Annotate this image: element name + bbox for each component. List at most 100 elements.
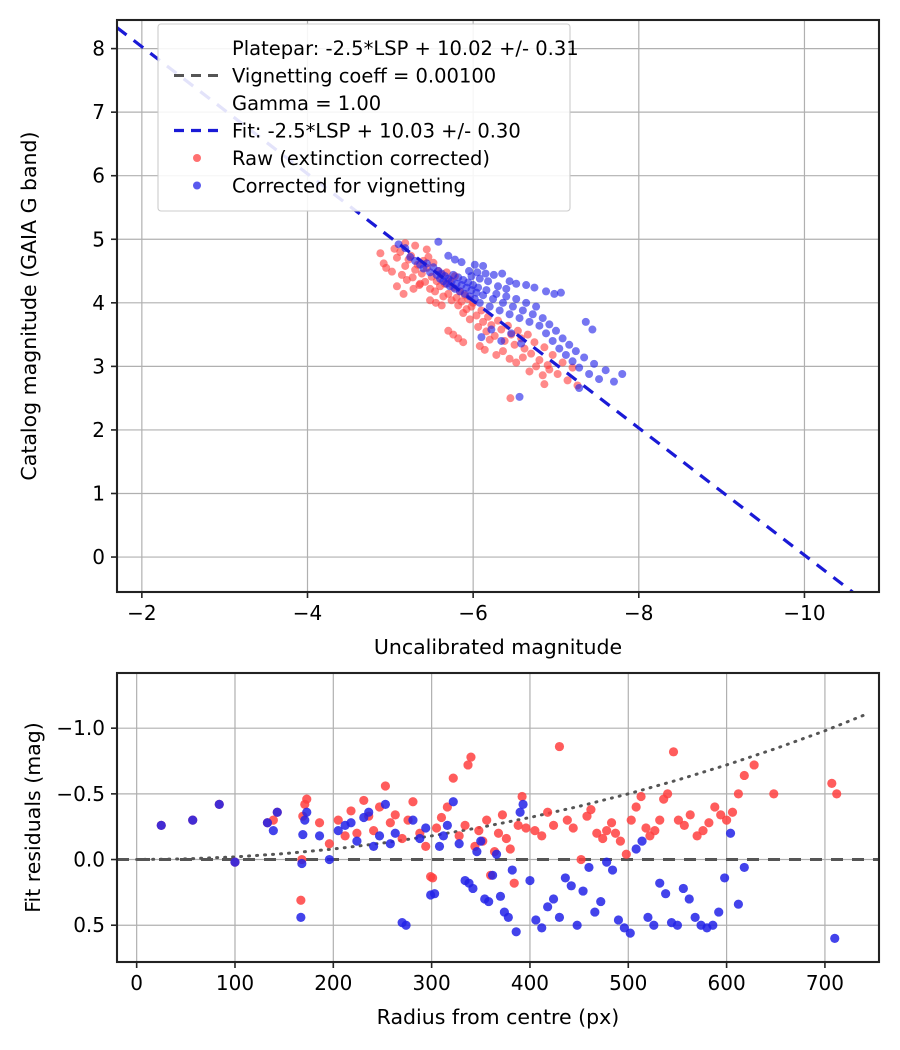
data-point (525, 367, 534, 376)
y-tick-label: 3 (92, 354, 105, 378)
data-point (470, 260, 479, 269)
data-point (668, 747, 679, 757)
data-point (489, 270, 498, 279)
data-point (733, 789, 744, 799)
data-point (482, 286, 491, 295)
data-point (553, 370, 562, 378)
data-point (324, 839, 334, 849)
data-point (428, 873, 438, 883)
data-point (369, 841, 379, 852)
data-point (359, 795, 369, 806)
data-point (556, 288, 565, 297)
data-point (725, 828, 736, 838)
data-point (590, 907, 600, 917)
data-point (498, 269, 507, 278)
data-point (296, 895, 306, 905)
data-point (476, 836, 486, 846)
data-point (563, 376, 572, 385)
data-point (714, 907, 724, 917)
legend: Platepar: -2.5*LSP + 10.02 +/- 0.31 Vigne… (157, 23, 579, 212)
data-point (477, 306, 486, 315)
data-point (525, 875, 535, 886)
data-point (390, 810, 400, 820)
data-point (530, 826, 540, 836)
data-point (618, 370, 627, 378)
data-point (442, 820, 452, 830)
data-point (625, 928, 635, 938)
data-point (684, 894, 694, 904)
data-point (733, 899, 744, 909)
data-point (436, 812, 447, 823)
data-point (484, 896, 494, 907)
data-point (298, 829, 308, 840)
data-point (502, 284, 511, 293)
data-point (609, 377, 618, 386)
data-point (522, 281, 531, 290)
data-point (448, 797, 458, 807)
data-point (479, 261, 488, 270)
data-point (518, 799, 528, 809)
data-point (560, 873, 570, 883)
x-axis-title: Radius from centre (px) (377, 1005, 620, 1029)
data-point (598, 833, 608, 844)
data-point (397, 833, 407, 844)
data-point (578, 886, 588, 896)
x-tick-label: 200 (314, 971, 352, 995)
data-point (481, 269, 490, 278)
x-tick-label: 500 (609, 971, 647, 995)
data-point (262, 818, 273, 828)
data-point (442, 802, 452, 812)
legend-background (157, 23, 571, 212)
data-point (487, 325, 496, 334)
data-point (487, 870, 498, 880)
axes-fit-residuals: 0 100 200 300 400 500 600 700 0.5 0.0 −0.5 −1.0 Radi… (21, 671, 881, 1029)
data-point (537, 923, 547, 933)
data-point (727, 807, 738, 817)
data-point (554, 912, 565, 922)
data-point (588, 325, 597, 334)
data-point (679, 820, 689, 830)
data-point (502, 292, 511, 301)
data-point (431, 287, 440, 296)
data-point (324, 854, 334, 865)
data-point (606, 818, 617, 828)
data-point (566, 881, 576, 891)
data-point (352, 836, 362, 846)
data-point (595, 375, 604, 384)
data-point (532, 362, 541, 371)
y-tick-label: 8 (92, 37, 105, 61)
data-point (568, 363, 577, 372)
data-point (346, 806, 356, 816)
y-tick-label: 2 (92, 418, 105, 442)
data-point (610, 828, 621, 838)
data-point (479, 317, 488, 326)
y-tick-label: 7 (92, 100, 105, 124)
data-point (497, 325, 506, 334)
x-axis-title: Uncalibrated magnitude (374, 635, 622, 659)
data-point (655, 878, 665, 888)
x-tick-label: −4 (293, 601, 322, 625)
data-point (568, 357, 577, 366)
data-point (538, 371, 547, 380)
data-point (188, 815, 198, 825)
y-tick-label: 0.0 (73, 848, 105, 872)
data-point (513, 820, 523, 830)
data-point (530, 338, 539, 347)
data-point (507, 865, 517, 875)
data-point (302, 794, 312, 804)
data-point (571, 347, 580, 356)
data-point (505, 354, 514, 363)
legend-label: Raw (extinction corrected) (232, 147, 490, 170)
data-point (565, 340, 574, 349)
data-point (460, 820, 470, 830)
data-point (506, 394, 515, 403)
data-point (374, 831, 385, 841)
x-tick-label: 100 (216, 971, 254, 995)
legend-label: Gamma = 1.00 (232, 92, 381, 115)
data-point (643, 912, 653, 922)
data-point (561, 350, 570, 359)
data-point (615, 836, 626, 846)
data-point (584, 862, 594, 873)
data-point (493, 828, 504, 838)
data-point (492, 289, 501, 298)
